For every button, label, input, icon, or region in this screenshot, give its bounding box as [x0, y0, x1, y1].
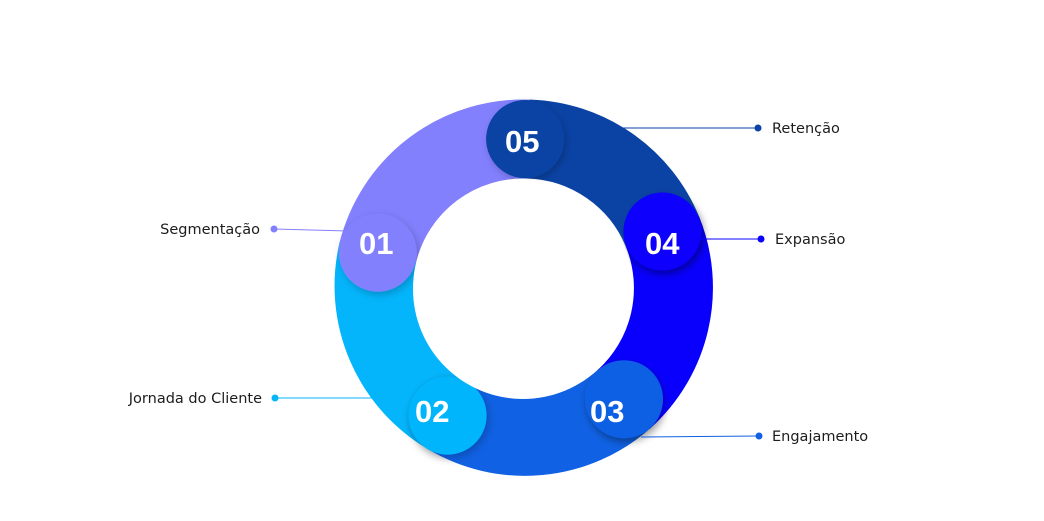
connector-03-dot: [755, 432, 763, 440]
connectors: [270, 124, 765, 440]
segment-05-cap-top: [486, 100, 565, 179]
step-number-01: 01: [359, 226, 393, 261]
step-label-05: Retenção: [772, 121, 840, 137]
connector-01-dot: [270, 225, 278, 233]
step-label-04: Expansão: [775, 232, 846, 248]
step-number-02: 02: [415, 394, 449, 429]
segment-01-cap-shadowed: [338, 213, 417, 292]
connector-04-dot: [757, 235, 765, 243]
step-numbers: 01 02 03 04 05: [359, 124, 680, 429]
step-number-03: 03: [590, 394, 624, 429]
step-number-05: 05: [505, 124, 539, 159]
segment-03-cap-top: [585, 360, 663, 439]
step-number-04: 04: [645, 226, 680, 261]
connector-01: [273, 228, 349, 232]
connector-05-dot: [754, 124, 762, 132]
connector-02-dot: [271, 394, 279, 402]
connector-03: [640, 435, 760, 438]
segment-04-cap-top: [623, 192, 702, 271]
ring-center-hole: [413, 179, 633, 399]
step-label-02: Jornada do Cliente: [128, 391, 262, 407]
segment-02-cap-top: [408, 376, 487, 455]
step-label-01: Segmentação: [160, 222, 260, 238]
step-label-03: Engajamento: [772, 429, 869, 445]
ring-segments: [334, 99, 713, 476]
